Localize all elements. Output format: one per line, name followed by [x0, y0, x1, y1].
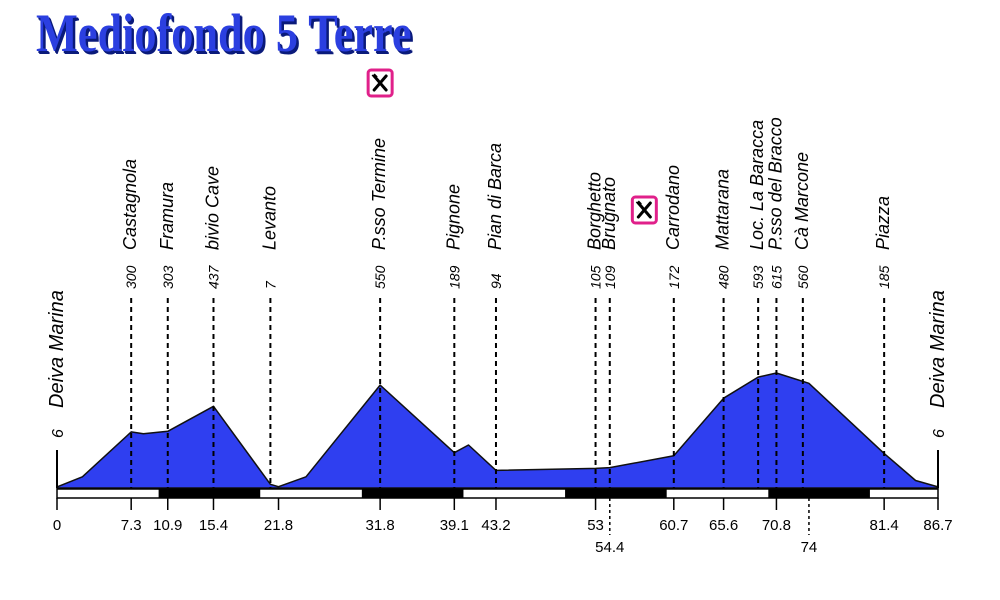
x-tick-label: 70.8	[762, 517, 791, 534]
fork-knife-icon	[630, 195, 658, 225]
waypoint-altitude: 7	[262, 280, 278, 289]
distance-scale-bar	[56, 488, 939, 499]
waypoint-name: Piazza	[873, 196, 893, 250]
waypoint-name: bivio Cave	[202, 166, 222, 250]
end-name: Deiva Marina	[927, 290, 949, 408]
waypoint-altitude: 94	[488, 273, 504, 289]
waypoint-labels: 300 Castagnola 303 Framura 437 bivio Cave 7 Lev…	[46, 117, 949, 438]
waypoint-altitude: 189	[446, 265, 462, 289]
x-tick-label: 86.7	[923, 517, 952, 534]
waypoint-altitude: 303	[160, 265, 176, 289]
refreshment-icons	[366, 68, 658, 225]
x-tick-label: 54.4	[595, 539, 624, 556]
x-tick-label: 21.8	[264, 517, 293, 534]
waypoint-name: Carrodano	[663, 165, 683, 250]
chart-title: Mediofondo 5 Terre	[36, 3, 412, 63]
waypoint-altitude: 185	[876, 265, 892, 289]
waypoint-altitude: 109	[602, 265, 618, 289]
waypoint-name: Mattarana	[713, 169, 733, 250]
start-name: Deiva Marina	[46, 290, 68, 408]
waypoint-name: Loc. La Baracca	[747, 120, 767, 250]
x-tick-label: 7.3	[121, 517, 142, 534]
x-tick-labels: 0 7.3 10.9 15.4 21.8 31.8 39.1 43.2 53 54.4 60.7 65…	[53, 498, 953, 556]
elevation-profile-area	[56, 372, 939, 489]
scale-bar-frame	[56, 488, 939, 499]
end-altitude: 6	[931, 429, 948, 438]
x-tick-label: 39.1	[440, 517, 469, 534]
start-altitude: 6	[50, 429, 67, 438]
fork-knife-icon	[366, 68, 394, 98]
waypoint-altitude: 105	[588, 265, 604, 289]
scale-bar-segment	[565, 489, 667, 498]
scale-bar-segment	[158, 489, 261, 498]
waypoint-altitude: 300	[123, 265, 139, 289]
x-tick-label: 74	[801, 539, 818, 556]
waypoint-altitude: 172	[666, 265, 682, 289]
x-tick-label: 31.8	[366, 517, 395, 534]
waypoint-altitude: 480	[716, 265, 732, 289]
x-tick-label: 10.9	[153, 517, 182, 534]
x-tick-label: 65.6	[709, 517, 738, 534]
scale-bar-segment	[768, 489, 870, 498]
waypoint-name: P.sso Termine	[369, 138, 389, 250]
waypoint-altitude: 550	[372, 265, 388, 289]
waypoint-name: Pignone	[443, 184, 463, 250]
profile-layer	[56, 372, 939, 489]
waypoint-name: Pian di Barca	[485, 143, 505, 250]
waypoint-name: Brugnato	[599, 177, 619, 250]
waypoint-name: Cà Marcone	[792, 152, 812, 250]
x-tick-label: 43.2	[481, 517, 510, 534]
waypoint-name: Borghetto	[585, 172, 605, 250]
waypoint-name: Levanto	[259, 186, 279, 250]
waypoint-altitude: 560	[795, 265, 811, 289]
x-tick-label: 15.4	[199, 517, 228, 534]
waypoint-name: P.sso del Bracco	[765, 117, 785, 250]
x-tick-label: 81.4	[870, 517, 899, 534]
waypoint-lines-layer	[130, 298, 886, 488]
x-tick-label: 0	[53, 517, 61, 534]
x-tick-label: 53	[587, 517, 604, 534]
scale-bar-segment	[361, 489, 464, 498]
waypoint-name: Castagnola	[120, 159, 140, 250]
waypoint-name: Framura	[157, 182, 177, 250]
x-tick-label: 60.7	[659, 517, 688, 534]
waypoint-altitude: 615	[768, 265, 784, 289]
waypoint-altitude: 593	[750, 265, 766, 289]
waypoint-altitude: 437	[205, 264, 221, 289]
